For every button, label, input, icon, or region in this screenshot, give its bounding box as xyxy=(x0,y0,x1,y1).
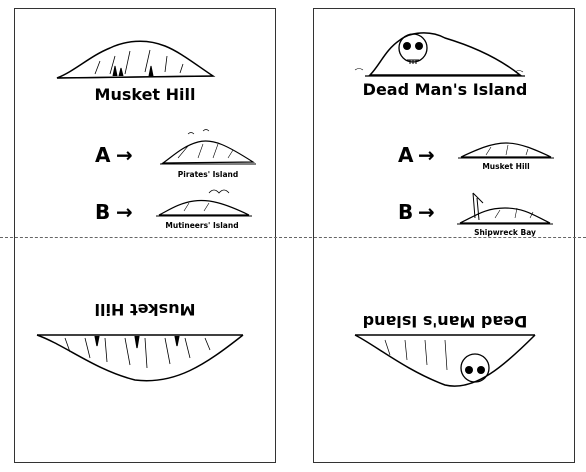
left-option-b-letter: B xyxy=(95,200,111,224)
left-option-a-letter: A xyxy=(95,143,111,167)
pirates-island-illustration xyxy=(160,129,256,165)
musket-hill-flipped-illustration xyxy=(36,334,244,382)
musket-hill-small-illustration xyxy=(458,142,554,159)
right-option-b-letter: B xyxy=(398,200,414,224)
right-option-a-caption: Musket Hill xyxy=(482,162,530,171)
dead-mans-island-illustration xyxy=(354,32,525,77)
fold-line xyxy=(0,237,586,238)
shipwreck-bay-illustration xyxy=(457,192,553,225)
right-option-a-letter: A xyxy=(398,143,414,167)
left-option-a-arrow: → xyxy=(116,143,133,167)
musket-hill-illustration xyxy=(56,40,216,79)
right-option-a-arrow: → xyxy=(418,143,435,167)
skull-icon xyxy=(398,33,428,63)
left-card-title-flipped: Musket Hill xyxy=(94,300,196,319)
left-option-b-arrow: → xyxy=(116,200,133,224)
right-card-title: Dead Man's Island xyxy=(362,80,528,99)
right-option-b-caption: Shipwreck Bay xyxy=(474,228,536,237)
right-card-title-flipped: Dead Man's Island xyxy=(362,312,528,331)
mutineers-island-illustration xyxy=(156,189,252,217)
left-card-title: Musket Hill xyxy=(94,85,196,104)
right-card xyxy=(313,8,575,463)
left-card xyxy=(14,8,276,463)
skull-flipped-icon xyxy=(460,353,490,383)
left-option-b-caption: Mutineers' Island xyxy=(165,221,239,230)
right-option-b-arrow: → xyxy=(418,200,435,224)
dead-mans-island-flipped-illustration xyxy=(354,334,536,387)
left-option-a-caption: Pirates' Island xyxy=(177,170,239,179)
